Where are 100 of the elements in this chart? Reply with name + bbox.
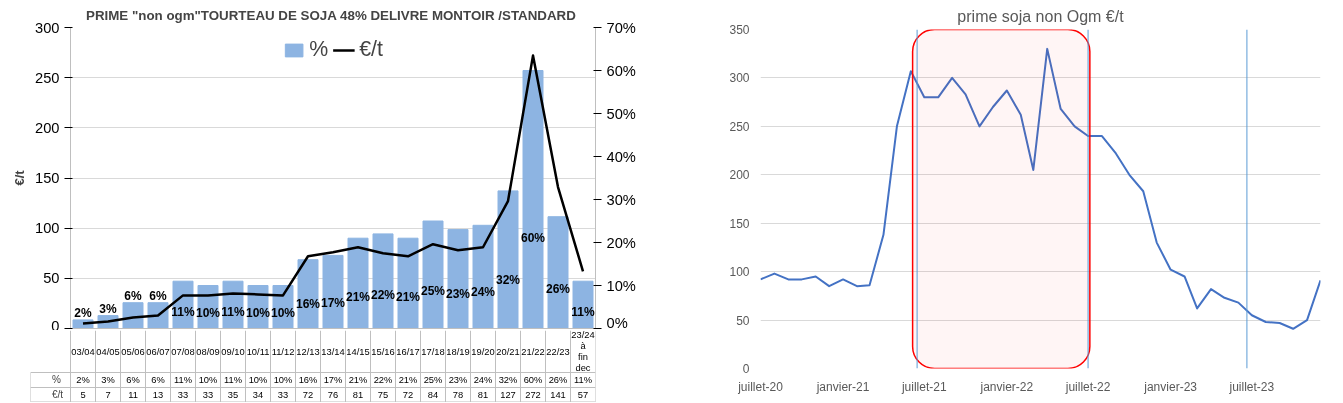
text: 22% <box>370 288 396 303</box>
text: 32% <box>495 273 521 288</box>
text: 2% <box>74 305 92 320</box>
y-tick-label: 0 <box>51 317 60 334</box>
text: 21% <box>345 289 371 304</box>
data-label: 13 <box>152 390 164 400</box>
y-tick-label: 300 <box>35 19 60 36</box>
data-label: 6% <box>151 375 165 385</box>
data-label: 10% <box>198 375 218 385</box>
legend-label: €/t <box>359 37 383 62</box>
y-tick-label: 50 <box>43 270 60 287</box>
x-tick-label: 22/23 <box>546 346 570 357</box>
x-tick-label: 20/21 <box>496 346 520 357</box>
x-tick-label: juillet-23 <box>1228 379 1275 394</box>
data-label: 33 <box>177 390 189 400</box>
x-tick-label: 17/18 <box>421 346 445 357</box>
data-label: 7 <box>105 390 111 400</box>
data-label: 60% <box>523 375 543 385</box>
bar <box>572 280 594 329</box>
data-label: 17% <box>323 375 343 385</box>
x-tick-label: 19/20 <box>471 346 495 357</box>
x-tick-label: 13/14 <box>321 346 345 357</box>
data-label: 75 <box>377 390 389 400</box>
data-label: 21% <box>348 375 368 385</box>
x-tick-label: 05/06 <box>121 346 145 357</box>
x-tick-label: 09/10 <box>221 346 245 357</box>
bar <box>547 216 569 329</box>
text: % <box>52 374 61 385</box>
y-tick-label: 250 <box>35 69 60 86</box>
x-tick-label: 12/13 <box>296 346 320 357</box>
text: 26% <box>545 282 571 297</box>
x-tick-label: janvier-22 <box>979 379 1034 394</box>
bar <box>497 190 519 329</box>
text: 11% <box>171 304 195 319</box>
text: 17% <box>320 295 346 310</box>
x-tick-label: janvier-23 <box>1143 379 1198 394</box>
y-tick-label: 300 <box>729 71 750 86</box>
text: 25% <box>420 283 446 298</box>
text: 6% <box>124 288 142 303</box>
text: 10% <box>270 306 296 321</box>
bar <box>422 220 444 329</box>
y-tick-label: 150 <box>729 216 750 231</box>
y2-tick-label: 10% <box>606 277 636 294</box>
data-label: 76 <box>327 390 339 400</box>
bar <box>122 302 144 329</box>
x-tick-label: 11/12 <box>271 346 295 357</box>
text: 24% <box>470 285 496 300</box>
x-tick-label: 23/24 à fin dec <box>571 330 595 373</box>
text: 11% <box>221 304 245 319</box>
y2-tick-label: 50% <box>606 105 636 122</box>
data-label: 21% <box>398 375 418 385</box>
bar <box>447 229 469 329</box>
data-label: 72 <box>402 390 414 400</box>
data-label: 11% <box>574 375 592 385</box>
data-label: 11 <box>128 390 138 400</box>
data-label: 10% <box>248 375 268 385</box>
data-label: 23% <box>448 375 468 385</box>
text: 3% <box>99 301 117 316</box>
text: €/t <box>52 389 64 400</box>
y-tick-label: 350 <box>729 23 750 37</box>
x-tick-label: juillet-20 <box>737 379 784 394</box>
x-tick-label: 21/22 <box>521 346 545 357</box>
bar <box>372 233 394 329</box>
y2-tick-label: 20% <box>606 234 636 251</box>
data-label: 33 <box>202 390 214 400</box>
y-tick-label: 0 <box>742 362 750 376</box>
bar <box>472 224 494 329</box>
x-tick-label: 14/15 <box>346 346 370 357</box>
x-tick-label: 18/19 <box>446 346 470 357</box>
y-tick-label: 200 <box>35 119 60 136</box>
y-axis-title: €/t <box>12 169 28 186</box>
x-tick-label: juillet-22 <box>1064 379 1111 394</box>
data-label: 32% <box>498 375 518 385</box>
x-tick-label: janvier-21 <box>815 379 870 394</box>
text: 60% <box>520 231 546 246</box>
data-label: 81 <box>477 390 489 400</box>
data-label: 81 <box>352 390 364 400</box>
data-label: 33 <box>277 390 289 400</box>
y2-tick-label: 30% <box>606 191 636 208</box>
data-label: 72 <box>302 390 314 400</box>
y2-tick-label: 70% <box>606 19 636 36</box>
data-label: 84 <box>427 390 439 400</box>
chart-title: prime soja non Ogm €/t <box>957 7 1125 25</box>
data-label: 272 <box>525 390 541 400</box>
text: 16% <box>295 297 321 312</box>
x-tick-label: 10/11 <box>246 346 270 357</box>
y-tick-label: 100 <box>35 220 60 237</box>
x-tick-label: 07/08 <box>171 346 195 357</box>
data-label: 2% <box>76 375 90 385</box>
data-label: 10% <box>273 375 293 385</box>
bar <box>297 259 319 329</box>
data-label: 25% <box>423 375 443 385</box>
x-tick-label: 04/05 <box>96 346 120 357</box>
data-label: 78 <box>452 390 464 400</box>
text: 6% <box>149 288 167 303</box>
data-label: 127 <box>500 390 516 400</box>
y-tick-label: 200 <box>729 168 750 183</box>
y-tick-label: 150 <box>35 170 60 186</box>
data-label: 22% <box>373 375 393 385</box>
data-label: 5 <box>80 390 86 400</box>
